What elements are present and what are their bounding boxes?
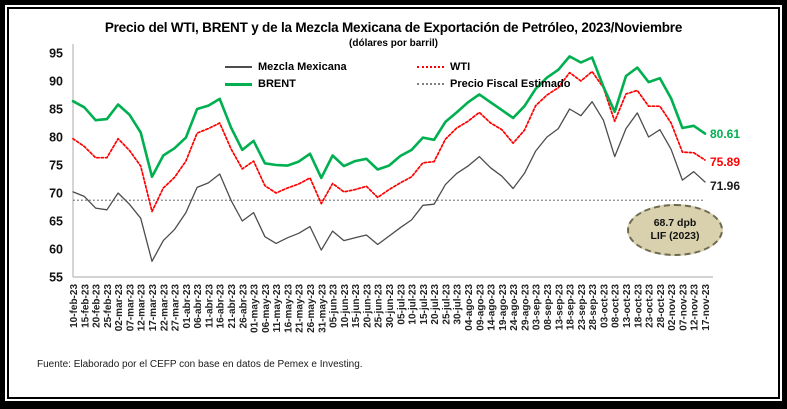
legend-item-brent: BRENT bbox=[225, 78, 417, 90]
x-tick-label: 03-oct-23 bbox=[599, 284, 610, 328]
x-tick-label: 18-oct-23 bbox=[633, 284, 644, 328]
x-tick-label: 26-abr-23 bbox=[238, 284, 249, 329]
frame-gap: Precio del WTI, BRENT y de la Mezcla Mex… bbox=[5, 5, 782, 401]
x-tick-label: 20-jul-23 bbox=[430, 284, 441, 325]
x-tick-label: 17-nov-23 bbox=[701, 284, 712, 331]
x-tick-label: 21-may-23 bbox=[295, 284, 306, 333]
chart-panel: Precio del WTI, BRENT y de la Mezcla Mex… bbox=[7, 7, 780, 399]
lif-annotation-ellipse: 68.7 dpb LIF (2023) bbox=[627, 204, 723, 256]
x-tick-label: 01-abr-23 bbox=[182, 284, 193, 329]
y-tick-label: 80 bbox=[49, 131, 63, 145]
y-tick-label: 90 bbox=[49, 75, 63, 89]
legend-item-fiscal: Precio Fiscal Estimado bbox=[417, 78, 570, 90]
x-tick-label: 12-nov-23 bbox=[690, 284, 701, 331]
x-tick-label: 28-oct-23 bbox=[656, 284, 667, 328]
end-label-2: 71.96 bbox=[710, 179, 741, 194]
x-tick-label: 23-sep-23 bbox=[577, 284, 588, 331]
legend: Mezcla Mexicana WTI BRENT Precio Fiscal … bbox=[225, 61, 570, 90]
x-tick-label: 09-ago-23 bbox=[475, 284, 486, 331]
mezcla-mexicana-line bbox=[72, 101, 706, 262]
x-tick-label: 01-may-23 bbox=[250, 284, 261, 333]
x-tick-label: 16-may-23 bbox=[283, 284, 294, 333]
lif-annotation-line1: 68.7 dpb bbox=[653, 216, 697, 229]
end-label-0: 80.61 bbox=[710, 126, 741, 141]
x-tick-label: 19-ago-23 bbox=[498, 284, 509, 331]
x-tick-label: 02-nov-23 bbox=[667, 284, 678, 331]
x-tick-label: 04-ago-23 bbox=[464, 284, 475, 331]
x-tick-label: 11-may-23 bbox=[272, 284, 283, 333]
x-tick-label: 12-mar-23 bbox=[137, 284, 148, 332]
lif-annotation-line2: LIF (2023) bbox=[650, 230, 700, 242]
x-tick-label: 26-may-23 bbox=[306, 284, 317, 333]
x-tick-label: 05-jul-23 bbox=[396, 284, 407, 325]
brent-line-swatch-icon bbox=[225, 82, 252, 86]
x-tick-label: 06-abr-23 bbox=[193, 284, 204, 329]
x-tick-label: 25-jun-23 bbox=[374, 284, 385, 328]
y-tick-label: 95 bbox=[49, 47, 63, 61]
x-tick-label: 15-jun-23 bbox=[351, 284, 362, 328]
x-tick-label: 10-jun-23 bbox=[340, 284, 351, 328]
x-tick-label: 21-abr-23 bbox=[227, 284, 238, 329]
x-tick-label: 07-mar-23 bbox=[125, 284, 136, 332]
x-tick-label: 08-sep-23 bbox=[543, 284, 554, 331]
x-tick-label: 15-jul-23 bbox=[419, 284, 430, 325]
legend-item-mezcla: Mezcla Mexicana bbox=[225, 61, 417, 73]
x-tick-label: 18-sep-23 bbox=[566, 284, 577, 331]
x-tick-label: 13-oct-23 bbox=[622, 284, 633, 328]
x-tick-label: 23-oct-23 bbox=[645, 284, 656, 328]
x-tick-label: 07-nov-23 bbox=[678, 284, 689, 331]
x-tick-label: 06-may-23 bbox=[261, 284, 272, 333]
x-tick-label: 14-ago-23 bbox=[487, 284, 498, 331]
legend-label-fiscal: Precio Fiscal Estimado bbox=[450, 78, 571, 90]
y-tick-label: 65 bbox=[49, 215, 63, 229]
x-tick-label: 29-ago-23 bbox=[520, 284, 531, 331]
legend-item-wti: WTI bbox=[417, 61, 570, 73]
x-tick-label: 13-sep-23 bbox=[554, 284, 565, 331]
source-note: Fuente: Elaborado por el CEFP con base e… bbox=[37, 359, 363, 370]
chart-subtitle: (dólares por barril) bbox=[349, 38, 438, 49]
wti-line-swatch-icon bbox=[417, 66, 444, 68]
x-tick-label: 30-jul-23 bbox=[453, 284, 464, 325]
y-tick-label: 55 bbox=[49, 271, 63, 285]
legend-label-mezcla: Mezcla Mexicana bbox=[258, 61, 347, 73]
x-tick-label: 15-feb-23 bbox=[80, 284, 91, 328]
x-tick-label: 03-sep-23 bbox=[532, 284, 543, 331]
x-tick-label: 22-mar-23 bbox=[159, 284, 170, 332]
chart-title: Precio del WTI, BRENT y de la Mezcla Mex… bbox=[104, 20, 683, 35]
chart-canvas: Precio del WTI, BRENT y de la Mezcla Mex… bbox=[9, 9, 778, 397]
brent-line bbox=[71, 55, 707, 180]
price-line-chart: 55 60 65 70 75 80 85 90 95 10-feb-23 15-feb-23 20-f… bbox=[49, 44, 713, 333]
y-tick-label: 60 bbox=[49, 243, 63, 257]
x-tick-label: 30-jun-23 bbox=[385, 284, 396, 328]
x-tick-label: 10-jul-23 bbox=[408, 284, 419, 325]
y-tick-label: 70 bbox=[49, 187, 63, 201]
end-label-1: 75.89 bbox=[710, 155, 741, 170]
fiscal-line-swatch-icon bbox=[417, 83, 444, 85]
y-tick-label: 85 bbox=[49, 103, 63, 117]
x-tick-label: 02-mar-23 bbox=[114, 284, 125, 332]
x-tick-label: 25-feb-23 bbox=[103, 284, 114, 328]
y-tick-label: 75 bbox=[49, 159, 63, 173]
x-tick-label: 27-mar-23 bbox=[171, 284, 182, 332]
legend-label-wti: WTI bbox=[450, 61, 471, 73]
x-tick-label: 08-oct-23 bbox=[611, 284, 622, 328]
x-tick-label: 17-mar-23 bbox=[148, 284, 159, 332]
x-tick-label: 31-may-23 bbox=[317, 284, 328, 333]
mezcla-line-swatch-icon bbox=[225, 66, 252, 68]
x-tick-label: 16-abr-23 bbox=[216, 284, 227, 329]
x-tick-label: 28-sep-23 bbox=[588, 284, 599, 331]
x-tick-label: 25-jul-23 bbox=[441, 284, 452, 325]
x-tick-label: 24-ago-23 bbox=[509, 284, 520, 331]
wti-line bbox=[72, 70, 706, 213]
x-tick-label: 10-feb-23 bbox=[69, 284, 80, 328]
x-tick-label: 05-jun-23 bbox=[329, 284, 340, 328]
x-tick-label: 20-jun-23 bbox=[362, 284, 373, 328]
legend-label-brent: BRENT bbox=[258, 78, 296, 90]
x-tick-label: 11-abr-23 bbox=[204, 284, 215, 328]
x-tick-label: 20-feb-23 bbox=[92, 284, 103, 328]
